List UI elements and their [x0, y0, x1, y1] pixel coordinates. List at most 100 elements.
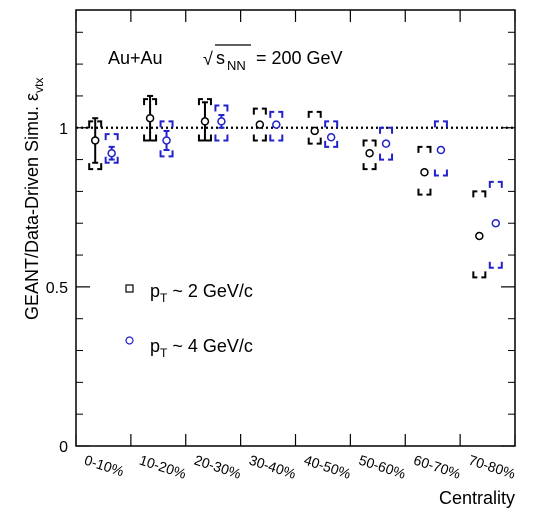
sys-bracket-bottom-left — [104, 156, 110, 164]
legend-label-pt2-p: p — [150, 281, 160, 301]
sys-bracket-top-left — [159, 120, 165, 128]
data-point-pt2 — [365, 148, 374, 158]
y-axis: 00.51 — [46, 31, 515, 456]
legend-label-pt2: pT ~ 2 GeV/c — [150, 281, 253, 305]
sys-bracket-bottom-left — [252, 134, 258, 142]
sys-bracket-top-right — [388, 126, 394, 134]
legend: pT ~ 2 GeV/c pT ~ 4 GeV/c — [125, 281, 253, 360]
sys-bracket-top-left — [379, 126, 385, 134]
y-axis-title-sub: vtx — [32, 78, 46, 93]
x-category-label: 70-80% — [467, 452, 518, 482]
sys-bracket-bottom-left — [488, 261, 494, 269]
annotation-energy: = 200 GeV — [256, 48, 343, 68]
data-point-group — [362, 139, 377, 171]
sys-bracket-top-left — [433, 120, 439, 128]
sys-bracket-bottom-left — [159, 150, 165, 158]
y-tick-label: 1 — [59, 121, 68, 138]
sys-bracket-top-right — [278, 110, 284, 118]
sys-bracket-top-left — [488, 180, 494, 188]
data-point-group — [197, 98, 212, 142]
data-point-pt4 — [381, 139, 391, 148]
x-category-label: 60-70% — [412, 452, 463, 482]
sys-bracket-top-right — [206, 98, 212, 106]
legend-entry-pt2: pT ~ 2 GeV/c — [125, 281, 253, 305]
sys-bracket-top-left — [324, 120, 330, 128]
y-tick-label: 0 — [59, 439, 68, 456]
x-category-label: 10-20% — [137, 452, 188, 482]
plot-frame — [75, 9, 516, 447]
sys-bracket-bottom-right — [223, 134, 229, 142]
data-point-pt4 — [491, 218, 501, 228]
x-category-label: 0-10% — [83, 452, 126, 480]
sys-bracket-bottom-right — [497, 261, 503, 269]
legend-label-pt2-sub: T — [160, 291, 168, 305]
sys-bracket-bottom-left — [143, 134, 149, 142]
sys-bracket-top-right — [97, 120, 103, 128]
sys-bracket-bottom-left — [417, 188, 423, 196]
data-point-group — [252, 107, 267, 142]
sys-bracket-top-right — [426, 145, 432, 153]
sys-bracket-top-right — [316, 110, 322, 118]
sys-bracket-bottom-right — [152, 134, 158, 142]
legend-label-pt4: pT ~ 4 GeV/c — [150, 336, 253, 360]
data-point-group — [104, 133, 119, 164]
data-point-pt2 — [200, 117, 210, 126]
sys-bracket-top-left — [472, 190, 478, 198]
sys-bracket-bottom-left — [433, 169, 439, 177]
plot-frame-group — [75, 9, 516, 447]
legend-marker-pt2 — [125, 284, 134, 293]
collision-annotation: Au+Au √ s NN = 200 GeV — [108, 44, 343, 73]
annotation-sqrt-symbol: √ — [203, 49, 213, 69]
sys-bracket-top-right — [113, 133, 119, 141]
sys-bracket-bottom-left — [379, 153, 385, 161]
data-point-group — [379, 126, 394, 161]
sys-bracket-bottom-right — [206, 134, 212, 142]
x-category-label: 20-30% — [192, 452, 243, 482]
data-point-group — [269, 110, 284, 142]
sys-bracket-bottom-right — [168, 150, 174, 158]
sys-bracket-bottom-right — [388, 153, 394, 161]
data-point-pt2 — [255, 120, 265, 129]
sys-bracket-top-left — [252, 107, 258, 115]
annotation-sqrt-body: s — [216, 48, 225, 68]
sys-bracket-top-left — [104, 133, 110, 141]
sys-bracket-bottom-right — [481, 271, 487, 279]
sys-bracket-bottom-right — [371, 163, 377, 171]
legend-label-pt2-rest: ~ 2 GeV/c — [167, 281, 253, 301]
data-point-pt4 — [107, 148, 116, 158]
data-point-group — [88, 117, 103, 171]
sys-bracket-bottom-right — [426, 188, 432, 196]
data-point-pt4 — [436, 145, 446, 155]
data-point-pt2 — [145, 113, 155, 123]
sys-bracket-top-left — [143, 98, 149, 106]
sys-bracket-top-right — [333, 120, 339, 128]
data-point-group — [159, 120, 174, 158]
sys-bracket-top-left — [214, 104, 220, 112]
sys-bracket-bottom-right — [113, 156, 119, 164]
sys-bracket-top-left — [88, 120, 94, 128]
sys-bracket-bottom-right — [261, 134, 267, 142]
y-axis-title-group: GEANT/Data-Driven Simu. εvtx — [22, 78, 46, 320]
sys-bracket-bottom-left — [88, 163, 94, 171]
x-category-label: 50-60% — [357, 452, 408, 482]
y-axis-title: GEANT/Data-Driven Simu. εvtx — [22, 78, 46, 320]
sys-bracket-top-right — [371, 139, 377, 147]
data-point-pt2 — [90, 136, 100, 145]
legend-marker-pt4 — [125, 336, 134, 345]
sys-bracket-top-right — [497, 180, 503, 188]
sys-bracket-top-right — [261, 107, 267, 115]
data-point-group — [143, 94, 158, 142]
sys-bracket-top-right — [223, 104, 229, 112]
annotation-sqrt-sub: NN — [227, 58, 246, 73]
legend-label-pt4-rest: ~ 4 GeV/c — [167, 336, 253, 356]
y-axis-title-main: GEANT/Data-Driven Simu. ε — [22, 93, 42, 320]
sys-bracket-bottom-left — [197, 134, 203, 142]
legend-label-pt4-p: p — [150, 336, 160, 356]
data-marks — [88, 94, 503, 279]
sys-bracket-bottom-right — [278, 134, 284, 142]
data-point-pt2 — [475, 231, 484, 241]
sys-bracket-bottom-right — [442, 169, 448, 177]
sys-bracket-bottom-right — [97, 163, 103, 171]
x-category-label: 30-40% — [247, 452, 298, 482]
